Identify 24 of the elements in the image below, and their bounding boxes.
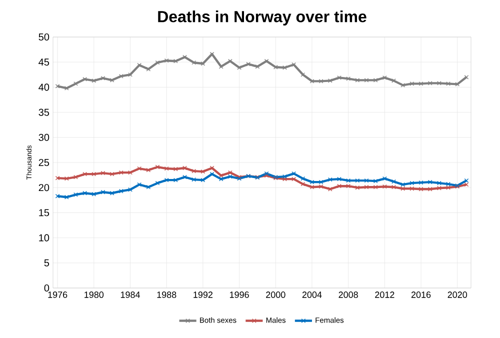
x-tick-label: 1976 xyxy=(48,292,68,298)
chart-title: Deaths in Norway over time xyxy=(158,10,366,26)
x-tick-label: 2020 xyxy=(448,292,468,298)
y-tick-label: 0 xyxy=(44,284,50,292)
y-tick-label: 50 xyxy=(38,33,50,41)
x-tick-label: 1992 xyxy=(194,292,212,298)
x-tick-label: 1984 xyxy=(120,292,140,298)
y-tick-label: 45 xyxy=(38,58,50,66)
y-tick-label: 20 xyxy=(38,184,50,192)
x-tick-label: 2008 xyxy=(338,292,358,298)
x-tick-label: 2000 xyxy=(266,292,286,298)
x-tick-label: 2012 xyxy=(375,292,394,298)
y-tick-label: 5 xyxy=(44,259,50,266)
y-tick-label: 15 xyxy=(39,209,50,216)
x-tick-label: 1980 xyxy=(84,292,104,298)
x-tick-label: 1996 xyxy=(230,292,249,298)
x-tick-label: 1988 xyxy=(157,292,176,298)
y-tick-label: 25 xyxy=(38,158,50,166)
y-tick-label: 40 xyxy=(38,84,50,91)
x-tick-label: 2016 xyxy=(411,292,431,298)
y-tick-label: 35 xyxy=(38,108,50,116)
y-tick-label: 10 xyxy=(39,234,50,242)
y-tick-label: 30 xyxy=(38,134,50,141)
x-tick-label: 2004 xyxy=(302,292,322,298)
